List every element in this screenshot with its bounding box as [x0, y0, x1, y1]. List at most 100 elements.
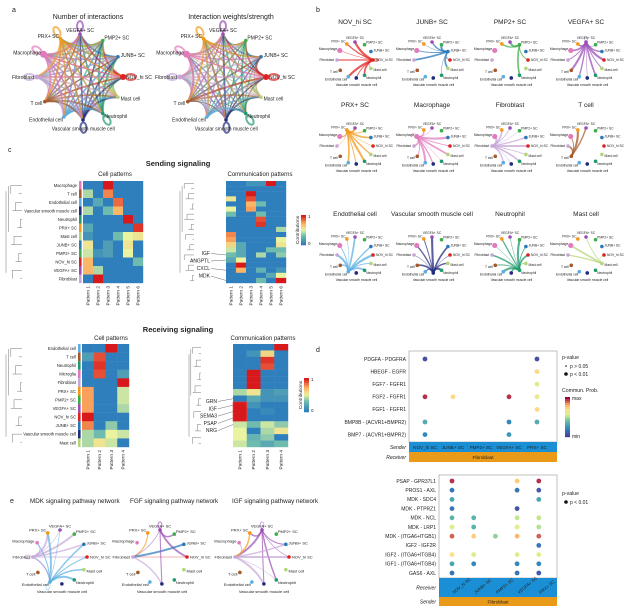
panel-label-b: b — [316, 7, 320, 14]
heatmap-cell — [274, 395, 289, 403]
heatmap-cell — [246, 267, 257, 273]
commun-prob-colorbar-segment — [565, 415, 570, 418]
node-label: PMP2+ SC — [597, 235, 614, 239]
node-mast-cell — [284, 567, 288, 572]
node-neutrophil — [362, 268, 367, 273]
heatmap-cell — [93, 386, 106, 396]
row-color-strip — [79, 198, 82, 207]
heatmap-cell — [123, 206, 134, 216]
node-endothelial-cell — [577, 160, 582, 165]
colorbar-tick-max: 1 — [311, 377, 314, 382]
heatmap-cell — [246, 376, 261, 383]
heatmap-cell — [246, 363, 261, 370]
group-label: Fibroblast — [487, 599, 509, 605]
row-label: VEGFA+ SC — [53, 406, 76, 411]
heatmap-cell — [233, 382, 247, 390]
heatmap-cell — [256, 191, 267, 197]
heatmap-cell — [233, 408, 247, 416]
heatmap-cell — [274, 376, 289, 383]
network-title-vascular-smooth-muscle-cell: Vascular smooth muscle cell — [391, 211, 473, 218]
edge-to-vegfa-sc — [585, 236, 603, 264]
node-pmp2-sc — [362, 42, 367, 47]
node-label: Macrophage — [214, 539, 237, 544]
heatmap-cell — [113, 257, 124, 267]
pattern-signal-label: MDK — [199, 274, 211, 280]
heatmap-cell — [133, 249, 144, 258]
node-label: Mast cell — [451, 154, 464, 158]
pathway-network-2: VEGFA+ SC PMP2+ SC JUNB+ SC NOV_hi SC Mast c… — [112, 521, 211, 594]
node-label: Vascular smooth muscle cell — [52, 127, 115, 133]
node-mast-cell — [446, 66, 450, 71]
colorbar-segment — [304, 383, 309, 386]
panel-a-title-2: Interaction weights/strength — [188, 14, 274, 21]
commun-prob-colorbar-segment — [565, 413, 570, 416]
node-endothelial-cell — [346, 160, 351, 165]
heatmap-cell — [246, 350, 261, 358]
heatmap-cell — [274, 344, 289, 351]
colorbar-segment — [301, 234, 306, 237]
heatmap-cell — [266, 242, 277, 248]
node-label: VEGFA+ SC — [423, 231, 442, 235]
heatmap-cell — [82, 352, 94, 362]
heatmap-cell — [276, 247, 287, 253]
heatmap-cell — [82, 421, 94, 431]
colorbar-segment — [304, 403, 309, 406]
dot — [534, 381, 540, 387]
node-label: Mast cell — [529, 263, 542, 267]
node-prx-sc — [345, 237, 349, 241]
node-label: Endothelial cell — [29, 117, 63, 123]
heatmap-cell — [276, 221, 287, 228]
heatmap-cell — [117, 378, 130, 388]
colorbar-segment — [304, 401, 309, 404]
ligand-receptor-label: PSAP - GPR37L1 — [396, 479, 436, 485]
node-pmp2-sc — [439, 128, 444, 133]
node-label: Neutrophil — [366, 162, 381, 166]
column-label: JUNB+ SC — [442, 445, 465, 450]
heatmap-cell — [226, 181, 237, 187]
node-label: VEGFA+ SC — [577, 122, 596, 126]
node-label: Endothelial cell — [122, 582, 149, 587]
row-color-strip — [79, 266, 82, 275]
heatmap-cell — [274, 356, 289, 364]
heatmap-cell — [276, 226, 287, 233]
node-label: NOV_hi SC — [531, 253, 549, 257]
heatmap-cell — [103, 274, 114, 284]
heatmap-cell — [226, 226, 237, 233]
heatmap-cell — [123, 189, 134, 199]
heatmap-cell — [260, 434, 275, 441]
node-prx-sc — [345, 128, 349, 132]
node-label: Endothelial cell — [402, 78, 424, 82]
node-label: PRX+ SC — [181, 34, 203, 40]
colorbar-tick-max: 1 — [308, 214, 311, 219]
heatmap-cell — [236, 237, 247, 243]
node-label: T cell — [330, 156, 338, 160]
node-nov-hi-sc — [602, 144, 606, 148]
node-junb-sc — [369, 49, 373, 54]
edge — [132, 529, 161, 558]
node-mast-cell — [369, 261, 373, 266]
panel-label-a: a — [12, 7, 16, 14]
node-label: PMP2+ SC — [443, 235, 460, 239]
node-label: JUNB+ SC — [121, 53, 146, 59]
heatmap-cell — [256, 252, 267, 258]
node-label: Macrophage — [13, 50, 41, 56]
row-color-strip — [78, 378, 81, 387]
heatmap-cell — [276, 257, 287, 263]
heatmap-cell — [117, 404, 130, 413]
edge — [222, 33, 262, 98]
node-label: PRX+ SC — [486, 39, 501, 43]
node-label: T cell — [330, 265, 338, 269]
pvalue-legend-item: p < 0.01 — [570, 500, 588, 506]
ligand-receptor-label: IGF2 - IGF2R — [406, 543, 437, 549]
node-nov-hi-sc — [526, 144, 530, 148]
node-nov-hi-sc — [602, 253, 606, 257]
colorbar-segment — [304, 398, 309, 401]
heatmap-cell — [123, 181, 134, 190]
node-mast-cell — [524, 66, 528, 71]
node-label: JUNB+ SC — [529, 134, 546, 138]
node-label: Neutrophil — [176, 580, 194, 585]
heatmap-cell — [274, 421, 289, 428]
node-label: JUNB+ SC — [288, 540, 308, 545]
